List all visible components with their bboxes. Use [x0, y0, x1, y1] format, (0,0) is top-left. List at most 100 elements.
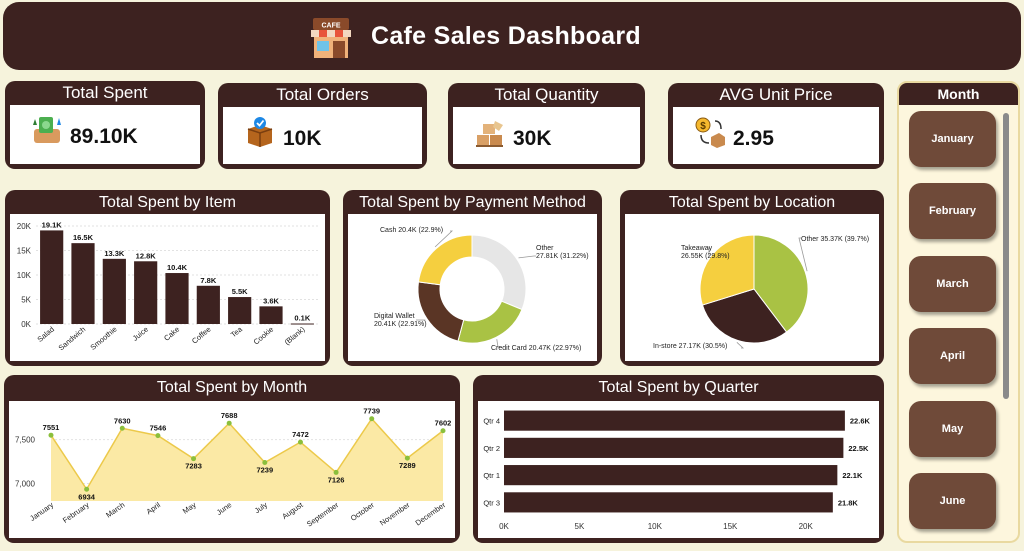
data-point	[333, 469, 339, 475]
data-label: 6934	[78, 492, 96, 501]
data-label: 7472	[292, 430, 309, 439]
chart-title: Total Spent by Month	[156, 379, 308, 396]
slice-label: Credit Card 20.47K (22.97%)	[491, 345, 581, 352]
data-label: 5.5K	[232, 287, 248, 296]
panel-spent-by-item: Total Spent by Item 0K 5K 10K 15K 20K 19.1K Sa…	[5, 190, 330, 366]
pie-slice	[417, 234, 473, 286]
data-label: 0.1K	[294, 314, 310, 323]
x-tick-label: Coffee	[190, 325, 213, 346]
x-tick-label: June	[215, 500, 233, 517]
x-tick-label: July	[253, 500, 269, 515]
data-label: 22.6K	[850, 417, 871, 426]
orders-box-icon	[247, 117, 273, 147]
bar	[504, 410, 845, 431]
x-tick-label: 20K	[799, 522, 814, 531]
month-button-may[interactable]: May	[909, 401, 996, 457]
bar	[134, 261, 158, 324]
pie-slice	[753, 234, 809, 333]
kpi-value: 2.95	[733, 127, 774, 150]
boxes-icon	[476, 121, 503, 147]
quarter-bar-chart: 0K 5K 10K 15K 20K Qtr 4 22.6K Qtr 2 22.5K Qtr 1 22…	[483, 410, 871, 531]
panel-spent-by-quarter: Total Spent by Quarter 0K 5K 10K 15K 20K Qtr …	[473, 375, 884, 543]
data-point	[48, 432, 54, 438]
kpi-total-spent: Total Spent 89.10K	[5, 81, 205, 169]
slice-label: Cash 20.4K (22.9%)	[380, 227, 443, 234]
bar	[504, 492, 833, 513]
data-point	[369, 416, 375, 422]
leader-line	[496, 339, 500, 348]
y-tick-label: 0K	[21, 320, 31, 329]
svg-text:$: $	[700, 121, 706, 132]
leader-line	[434, 230, 454, 248]
month-button-february[interactable]: February	[909, 183, 996, 239]
data-label: 12.8K	[136, 251, 157, 260]
x-tick-label: 10K	[648, 522, 663, 531]
x-tick-label: August	[280, 500, 305, 521]
logo-text: CAFE	[321, 23, 340, 30]
dashboard-title: Cafe Sales Dashboard	[371, 22, 641, 50]
bar	[71, 243, 95, 324]
x-tick-label: Cake	[162, 325, 181, 343]
month-button-march[interactable]: March	[909, 256, 996, 312]
kpi-value: 10K	[283, 127, 322, 150]
month-slicer: Month January February March April May J…	[897, 81, 1020, 543]
data-label: 21.8K	[838, 498, 859, 507]
data-label: 7688	[221, 411, 238, 420]
data-label: 19.1K	[42, 220, 63, 229]
slicer-scrollbar[interactable]	[1003, 113, 1009, 399]
x-tick-label: September	[305, 500, 341, 529]
slicer-title: Month	[899, 83, 1018, 105]
data-label: 7546	[150, 424, 167, 433]
slice-label: Other	[536, 245, 554, 252]
kpi-label: Total Orders	[276, 85, 369, 104]
price-icon: $	[695, 117, 725, 148]
data-point	[297, 439, 303, 445]
bar	[259, 306, 283, 324]
x-tick-label: Juice	[131, 325, 150, 343]
slice-label: In-store 27.17K (30.5%)	[653, 343, 727, 350]
bar	[504, 465, 838, 486]
bar	[228, 297, 252, 324]
kpi-total-orders: Total Orders 10K	[218, 83, 427, 169]
data-label: 7283	[185, 462, 202, 471]
pie-slice	[699, 234, 755, 306]
month-button-april[interactable]: April	[909, 328, 996, 384]
kpi-label: Total Spent	[62, 83, 148, 102]
data-point	[226, 420, 232, 426]
data-label: 7.8K	[200, 276, 216, 285]
panel-spent-by-payment: Total Spent by Payment Method Other 27.81…	[343, 190, 602, 366]
month-button-january[interactable]: January	[909, 111, 996, 167]
x-tick-label: January	[28, 500, 55, 523]
panel-spent-by-location: Total Spent by Location Other 35.37K (39…	[620, 190, 884, 366]
y-tick-label: Qtr 1	[483, 471, 500, 480]
x-tick-label: 0K	[499, 522, 509, 531]
data-point	[404, 455, 410, 461]
kpi-value: 30K	[513, 127, 552, 150]
data-label: 7602	[435, 419, 452, 428]
slice-label: 26.55K (29.8%)	[681, 253, 730, 260]
chart-title: Total Spent by Item	[99, 194, 236, 211]
pie-slice	[417, 281, 465, 342]
data-point	[119, 425, 125, 431]
slice-label: 20.41K (22.91%)	[374, 321, 427, 328]
location-pie-chart: Other 35.37K (39.7%) In-store 27.17K (30.…	[653, 234, 869, 350]
data-point	[155, 433, 161, 439]
y-tick-label: Qtr 4	[483, 417, 500, 426]
pie-slice	[457, 300, 523, 344]
slice-label: 27.81K (31.22%)	[536, 253, 589, 260]
x-tick-label: Smoothie	[89, 325, 119, 352]
kpi-value: 89.10K	[70, 125, 138, 148]
data-point	[262, 460, 268, 466]
leader-line	[518, 255, 536, 259]
month-button-june[interactable]: June	[909, 473, 996, 529]
y-tick-label: Qtr 3	[483, 498, 500, 507]
x-tick-label: December	[414, 500, 448, 528]
data-label: 7739	[363, 407, 380, 416]
series-line	[50, 417, 444, 491]
y-tick-label: Qtr 2	[483, 444, 500, 453]
data-label: 22.5K	[848, 444, 869, 453]
data-label: 7239	[256, 466, 273, 475]
panel-spent-by-month: Total Spent by Month 7,000 7,500 7551 Janua…	[4, 375, 460, 543]
